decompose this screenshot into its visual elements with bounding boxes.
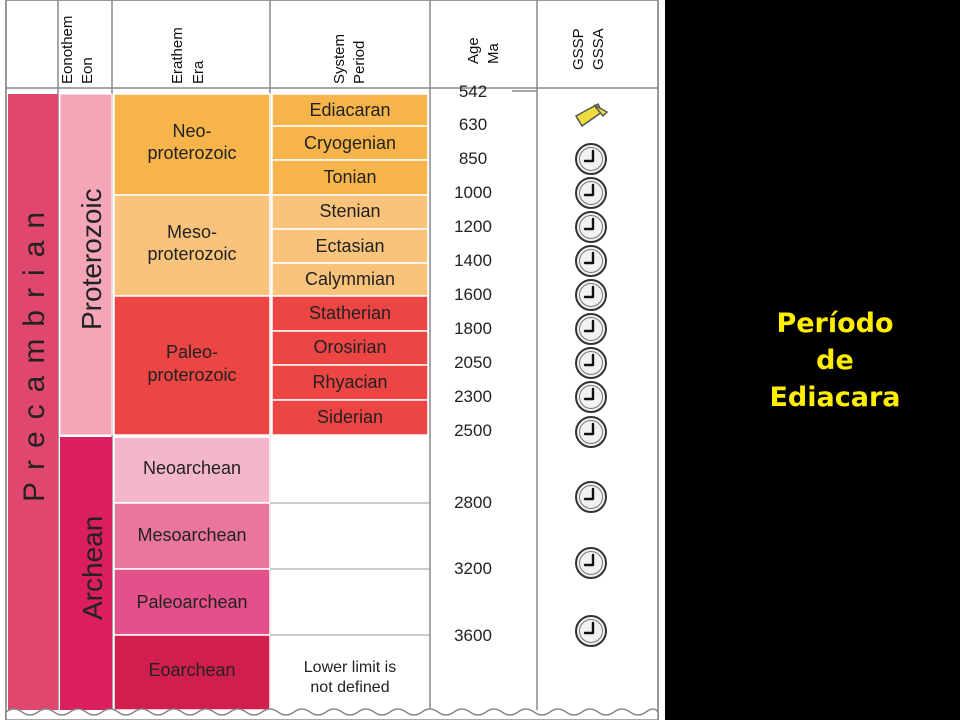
period-label-2: Tonian	[323, 167, 376, 187]
header-system: System	[331, 34, 348, 84]
period-orosirian	[271, 330, 429, 366]
period-label-5: Calymmian	[305, 269, 395, 289]
period-labels: Ediacaran Cryogenian Tonian Stenian Ecta…	[304, 100, 396, 696]
era-label-neo-line2: proterozoic	[147, 143, 236, 163]
period-tonian	[271, 159, 429, 196]
proterozoic-label: Proterozoic	[76, 188, 107, 330]
header-gssp: GSSP	[570, 28, 587, 70]
era-eoarchean	[113, 634, 271, 711]
age-3: 1000	[454, 183, 492, 202]
period-label-3: Stenian	[319, 201, 380, 221]
age-6: 1600	[454, 285, 492, 304]
geologic-time-chart: Eonothem Eon Erathem Era System Period A…	[0, 0, 665, 720]
age-13: 3600	[454, 626, 492, 645]
period-statherian	[271, 295, 429, 332]
period-label-1: Cryogenian	[304, 133, 396, 153]
precambrian-label: Precambrian	[18, 200, 51, 502]
age-labels: 542 630 850 1000 1200 1400 1600 1800 205…	[454, 82, 492, 645]
era-label-eoarchean: Eoarchean	[148, 660, 235, 680]
clock-icon	[575, 381, 607, 413]
era-paleoarchean	[113, 568, 271, 636]
header-eonothem: Eonothem	[59, 16, 76, 84]
lower-limit-line1: Lower limit is	[304, 659, 396, 676]
caption-line-3: Ediacara	[769, 382, 901, 413]
clock-icon	[575, 177, 607, 209]
era-label-meso-line1: Meso-	[167, 222, 217, 242]
clock-icon	[575, 313, 607, 345]
era-paleoproterozoic	[113, 295, 271, 436]
clock-icon	[575, 481, 607, 513]
age-11: 2800	[454, 493, 492, 512]
header-gssa: GSSA	[590, 28, 607, 70]
age-8: 2050	[454, 353, 492, 372]
period-cells	[271, 93, 429, 436]
gssp-spike-icon	[574, 102, 609, 128]
proterozoic-band	[59, 93, 113, 436]
header-age: Age	[465, 37, 482, 64]
age-5: 1400	[454, 251, 492, 270]
era-mesoarchean	[113, 502, 271, 570]
era-cells	[113, 93, 271, 711]
period-label-0: Ediacaran	[309, 100, 390, 120]
column-headers: Eonothem Eon Erathem Era System Period A…	[59, 16, 607, 84]
header-era: Era	[190, 60, 207, 84]
clock-icon	[575, 416, 607, 448]
clock-icon	[575, 547, 607, 579]
chart-svg: Eonothem Eon Erathem Era System Period A…	[5, 0, 659, 720]
clock-icon	[575, 211, 607, 243]
era-label-mesoarchean: Mesoarchean	[137, 525, 246, 545]
age-1: 630	[459, 115, 487, 134]
gssa-clock-icons	[575, 143, 607, 647]
age-12: 3200	[454, 559, 492, 578]
archean-period-grid	[270, 502, 430, 636]
age-9: 2300	[454, 387, 492, 406]
clock-icon	[575, 347, 607, 379]
era-label-paleo-line1: Paleo-	[166, 342, 218, 362]
clock-icon	[575, 615, 607, 647]
period-label-4: Ectasian	[315, 236, 384, 256]
era-label-neoarchean: Neoarchean	[143, 458, 241, 478]
era-label-paleoarchean: Paleoarchean	[136, 592, 247, 612]
caption: Período de Ediacara	[730, 305, 940, 416]
era-labels: Neo- proterozoic Meso- proterozoic Paleo…	[136, 121, 247, 680]
caption-line-2: de	[816, 345, 854, 376]
torn-bottom-edge	[5, 708, 659, 720]
era-label-paleo-line2: proterozoic	[147, 365, 236, 385]
archean-label: Archean	[77, 516, 108, 620]
caption-line-1: Período	[776, 308, 894, 339]
period-ectasian	[271, 228, 429, 264]
header-period: Period	[351, 41, 368, 84]
era-label-meso-line2: proterozoic	[147, 244, 236, 264]
period-stenian	[271, 194, 429, 230]
header-eon: Eon	[79, 57, 96, 84]
archean-band	[60, 437, 112, 710]
header-erathem: Erathem	[169, 27, 186, 84]
period-label-6: Statherian	[309, 303, 391, 323]
period-siderian	[271, 399, 429, 436]
era-neoarchean	[113, 436, 271, 504]
lower-limit-line2: not defined	[310, 679, 389, 696]
era-mesoproterozoic	[113, 194, 271, 297]
period-label-7: Orosirian	[313, 337, 386, 357]
clock-icon	[575, 245, 607, 277]
period-label-8: Rhyacian	[312, 372, 387, 392]
period-ediacaran	[271, 93, 429, 127]
clock-icon	[575, 279, 607, 311]
period-label-9: Siderian	[317, 407, 383, 427]
header-ma: Ma	[485, 43, 502, 64]
age-0: 542	[459, 82, 487, 101]
clock-icon	[575, 143, 607, 175]
precambrian-band	[8, 94, 58, 710]
age-10: 2500	[454, 421, 492, 440]
age-7: 1800	[454, 319, 492, 338]
age-2: 850	[459, 149, 487, 168]
era-label-neo-line1: Neo-	[172, 121, 211, 141]
age-4: 1200	[454, 217, 492, 236]
